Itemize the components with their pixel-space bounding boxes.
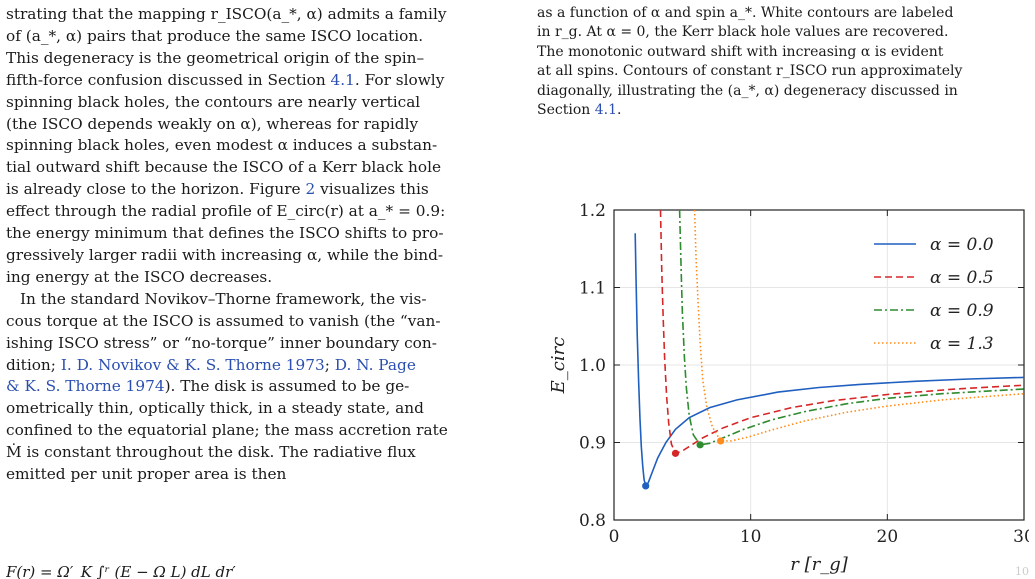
line: gressively larger radii with increasing … [6, 245, 444, 264]
x-tick-label: 30 [1013, 527, 1029, 547]
caption-line: diagonally, illustrating the (a_*, α) de… [537, 82, 958, 99]
equation-text: F(r) = Ω′_K ∫ʳ (E − Ω L) dL dr′ [6, 563, 236, 579]
series-line [634, 233, 1024, 488]
isco-marker [642, 482, 650, 490]
line: . For slowly [354, 70, 445, 89]
x-tick-label: 20 [877, 527, 899, 547]
citation-novikov-thorne[interactable]: I. D. Novikov & K. S. Thorne 1973 [60, 355, 325, 374]
left-text-column: strating that the mapping r_ISCO(a_*, α)… [6, 4, 511, 486]
line: spinning black holes, the contours are n… [6, 92, 421, 111]
section-link[interactable]: 4.1 [330, 70, 355, 89]
line: ). The disk is assumed to be ge- [164, 377, 410, 396]
line: is already close to the horizon. Figure [6, 180, 306, 199]
caption-line: The monotonic outward shift with increas… [537, 43, 944, 60]
flux-equation: F(r) = Ω′_K ∫ʳ (E − Ω L) dL dr′ [6, 563, 511, 579]
y-tick-label: 1.1 [579, 279, 606, 299]
series-line [659, 210, 1024, 455]
line: effect through the radial profile of E_c… [6, 202, 446, 221]
caption-line: . [616, 102, 622, 119]
line: the energy minimum that defines the ISCO… [6, 224, 444, 243]
line: ishing ISCO stress” or “no-torque” inner… [6, 333, 437, 352]
citation-page-thorne[interactable]: & K. S. Thorne 1974 [6, 377, 165, 396]
caption-line: at all spins. Contours of constant r_ISC… [537, 63, 963, 80]
paragraph-novikov-thorne: In the standard Novikov–Thorne framework… [6, 289, 448, 484]
x-tick-label: 0 [609, 527, 620, 547]
caption-section-link[interactable]: 4.1 [594, 102, 617, 119]
figure-link[interactable]: 2 [305, 180, 316, 199]
legend-label: α = 1.3 [930, 334, 994, 354]
legend-label: α = 0.9 [930, 301, 994, 321]
caption-line: as a function of α and spin a_*. White c… [537, 5, 954, 21]
line: ing energy at the ISCO decreases. [6, 267, 273, 286]
x-axis-label: r [r_g] [790, 554, 848, 575]
line: strating that the mapping r_ISCO(a_*, α)… [6, 5, 447, 23]
y-tick-label: 1.0 [579, 356, 606, 376]
series-line [693, 210, 1024, 442]
y-axis-label: E_circ [548, 337, 569, 395]
citation-page[interactable]: D. N. Page [334, 355, 416, 374]
line: In the standard Novikov–Thorne framework… [20, 289, 427, 308]
series-line [678, 210, 1024, 446]
line: spinning black holes, even modest α indu… [6, 136, 438, 155]
figure-caption: as a function of α and spin a_*. White c… [537, 4, 1029, 120]
line: of (a_*, α) pairs that produce the same … [6, 26, 424, 45]
line: fifth-force confusion discussed in Secti… [6, 70, 331, 89]
y-tick-label: 0.9 [579, 434, 606, 454]
legend-label: α = 0.5 [930, 268, 994, 288]
line: confined to the equatorial plane; the ma… [6, 421, 448, 440]
line: This degeneracy is the geometrical origi… [6, 48, 425, 67]
y-tick-label: 0.8 [579, 511, 606, 531]
y-tick-label: 1.2 [579, 201, 606, 221]
x-tick-label: 10 [740, 527, 762, 547]
line: ometrically thin, optically thick, in a … [6, 399, 424, 418]
page-number: 10 [1015, 565, 1029, 578]
line: dition; [6, 355, 61, 374]
line: cous torque at the ISCO is assumed to va… [6, 311, 441, 330]
line: visualizes this [315, 180, 429, 199]
line: (the ISCO depends weakly on α), whereas … [6, 114, 419, 133]
line: Ṁ is constant throughout the disk. The r… [6, 443, 416, 462]
ecirc-chart: 0 10 20 30 0.8 0.9 1.0 1.1 1.2 r [r_g] E_circ α = 0… [548, 201, 1029, 575]
isco-marker [696, 441, 704, 449]
legend-label: α = 0.0 [930, 235, 994, 255]
caption-line: in r_g. At α = 0, the Kerr black hole va… [537, 24, 949, 41]
paragraph-degeneracy: strating that the mapping r_ISCO(a_*, α)… [6, 4, 511, 289]
isco-marker [717, 437, 725, 445]
isco-marker [671, 449, 680, 457]
caption-line: Section [537, 102, 595, 119]
line: tial outward shift because the ISCO of a… [6, 158, 442, 177]
line: emitted per unit proper area is then [6, 465, 287, 484]
